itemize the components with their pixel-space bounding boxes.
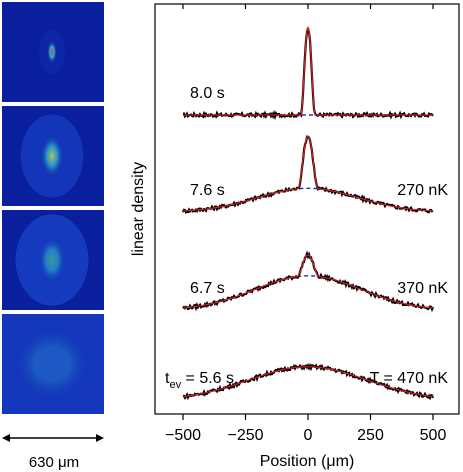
- data-line: [182, 362, 435, 401]
- temperature-label: 370 nK: [397, 280, 448, 297]
- absorption-image: [2, 106, 104, 206]
- temperature-label: T = 470 nK: [370, 370, 449, 387]
- atom-cloud: [40, 134, 64, 178]
- absorption-image: [2, 210, 104, 310]
- scale-bar-arrowhead-right: [96, 434, 104, 442]
- profile-trace: 7.6 s 270 nK: [181, 135, 448, 214]
- total-fit-line: [182, 135, 434, 212]
- profile-traces: 8.0 s 7.6 s 270 nK 6.7 s 370 nK tev = 5.6 s T …: [165, 25, 449, 401]
- x-axis-label: Position (μm): [260, 453, 355, 470]
- time-label: 7.6 s: [190, 182, 225, 199]
- profile-trace: 6.7 s 370 nK: [182, 250, 448, 313]
- scale-bar-label: 630 μm: [29, 454, 79, 471]
- atom-cloud: [12, 326, 92, 402]
- atom-cloud: [38, 236, 66, 284]
- data-line: [181, 135, 434, 214]
- plot-frame: [154, 3, 460, 415]
- data-line: [182, 250, 435, 313]
- data-line: [182, 27, 434, 121]
- time-label: tev = 5.6 s: [165, 370, 234, 391]
- profile-trace: 8.0 s: [182, 25, 434, 121]
- x-tick-label: 250: [357, 427, 384, 444]
- time-label: 8.0 s: [190, 85, 225, 102]
- absorption-image: [2, 314, 104, 414]
- x-tick-label: 500: [420, 427, 447, 444]
- y-axis-label: linear density: [130, 162, 147, 256]
- absorption-image: [2, 2, 104, 102]
- x-tick-label: −250: [227, 427, 263, 444]
- x-tick-label: 0: [304, 427, 313, 444]
- total-fit-line: [182, 254, 434, 309]
- thermal-fit-line: [182, 275, 434, 309]
- time-label: 6.7 s: [190, 280, 225, 297]
- scale-bar-arrowhead-left: [2, 434, 10, 442]
- x-tick-label: −500: [165, 427, 201, 444]
- x-axis: −500 −250 0 250 500: [165, 4, 446, 444]
- total-fit-line: [183, 25, 433, 116]
- temperature-label: 270 nK: [397, 182, 448, 199]
- thermal-fit-line: [182, 187, 434, 212]
- total-fit-line: [182, 366, 434, 398]
- scale-bar: 630 μm: [2, 434, 104, 471]
- profile-trace: tev = 5.6 s T = 470 nK: [165, 362, 449, 401]
- thermal-fit-line: [182, 366, 434, 398]
- atom-cloud: [47, 40, 57, 64]
